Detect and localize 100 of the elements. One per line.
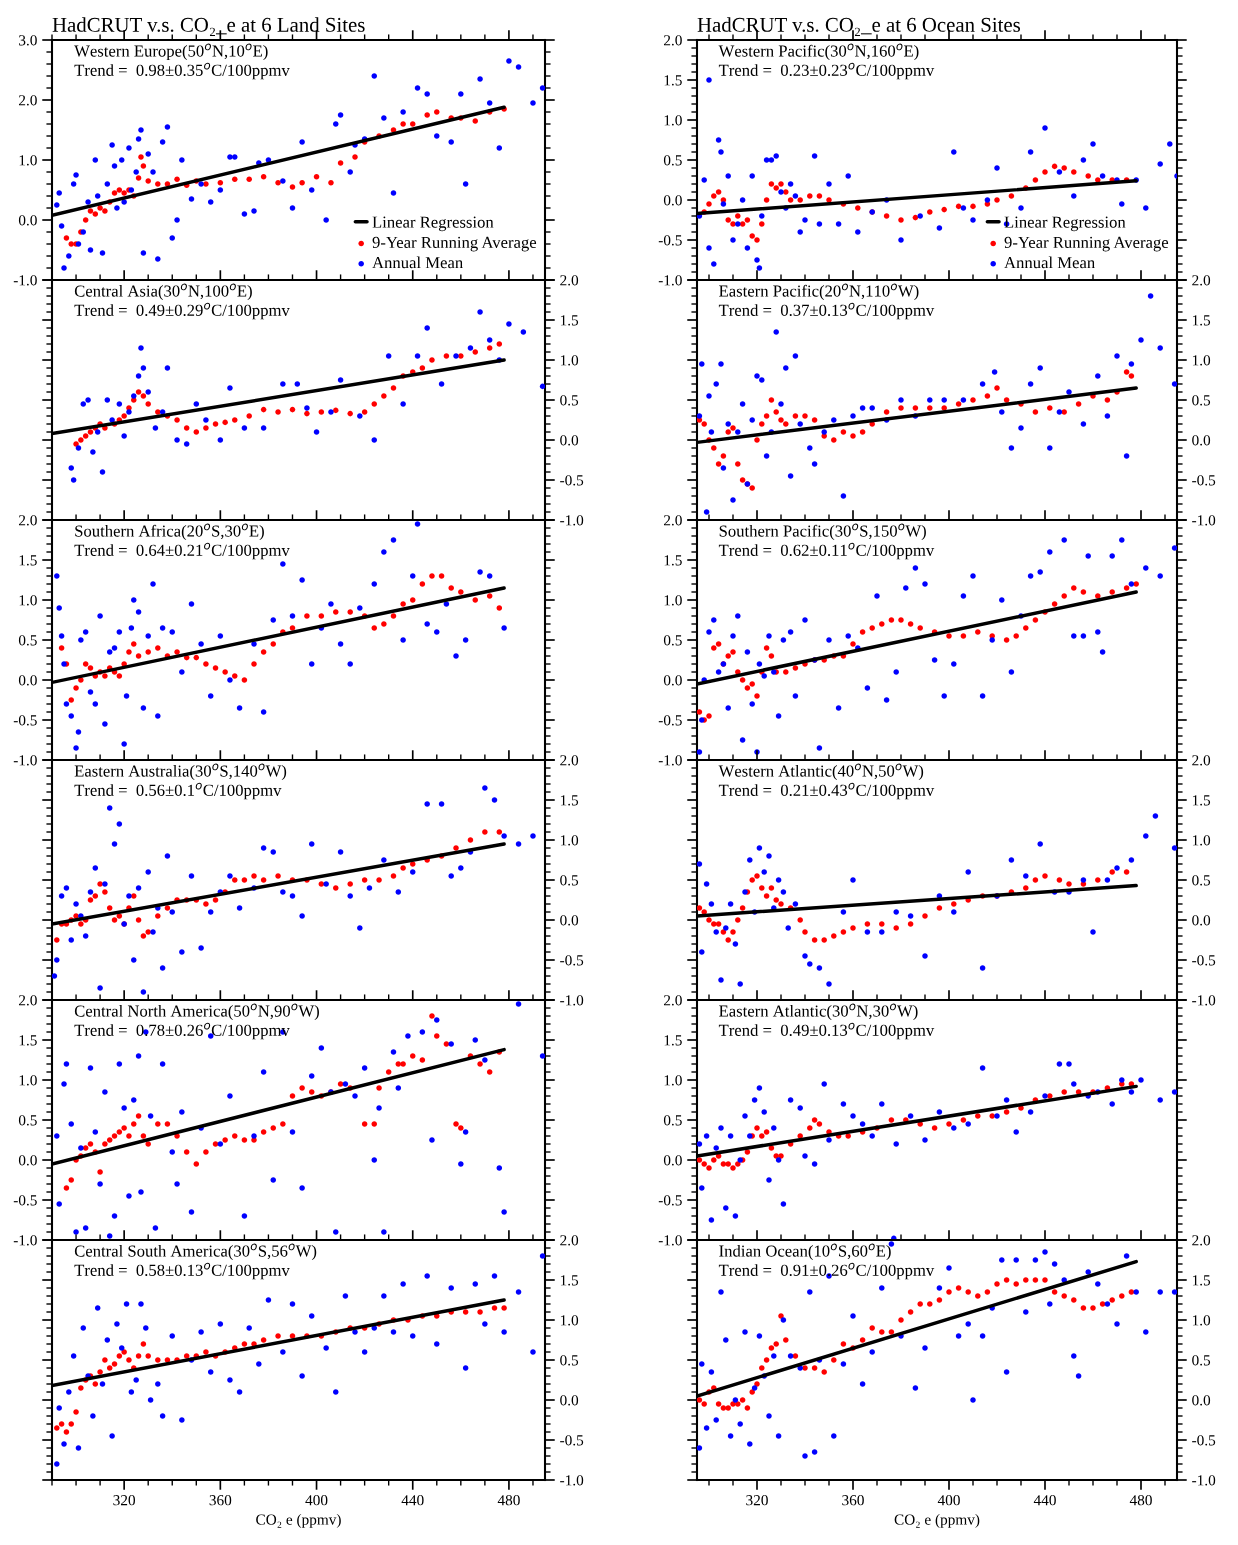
annotation: Eastern Atlantic(30$^{o}$N,30$^{o}$W) bbox=[719, 1003, 918, 1021]
x-tick-label: 400 bbox=[937, 1495, 960, 1506]
y-tick-label: -0.5 bbox=[658, 715, 682, 726]
x-tick-label: 440 bbox=[1033, 1495, 1056, 1506]
x-tick-label: 320 bbox=[113, 1495, 136, 1506]
y-tick-label: 0.0 bbox=[1192, 435, 1211, 446]
y-tick-label: -0.5 bbox=[1192, 955, 1216, 966]
chart-title: HadCRUT v.s. CO₂_e at 6 Ocean Sites bbox=[697, 17, 1021, 36]
y-tick-label: 1.0 bbox=[560, 835, 579, 846]
y-tick-label: 3.0 bbox=[19, 35, 37, 46]
y-tick-label: 0.0 bbox=[663, 1155, 682, 1166]
y-tick-label: 0.5 bbox=[1192, 395, 1211, 406]
y-tick-label: -1.0 bbox=[560, 995, 584, 1006]
y-tick-label: 1.0 bbox=[19, 595, 37, 606]
y-tick-label: -0.5 bbox=[13, 715, 37, 726]
y-tick-label: 2.0 bbox=[18, 515, 37, 526]
y-tick-label: 1.5 bbox=[664, 75, 682, 86]
y-tick-label: -1.0 bbox=[13, 1235, 37, 1246]
annotation: Southern Africa(20$^{o}$S,30$^{o}$E) bbox=[75, 523, 264, 541]
y-tick-label: 2.0 bbox=[18, 95, 37, 106]
y-tick-label: -0.5 bbox=[658, 235, 682, 246]
y-tick-label: 1.5 bbox=[19, 555, 37, 566]
y-tick-label: 1.0 bbox=[19, 1075, 37, 1086]
y-tick-label: 2.0 bbox=[1192, 275, 1211, 286]
y-tick-label: 0.0 bbox=[663, 195, 682, 206]
y-tick-label: 0.5 bbox=[560, 395, 579, 406]
y-tick-label: 0.5 bbox=[18, 1115, 37, 1126]
annotation: Trend = 0.49±0.13$^{o}$C/100ppmv bbox=[718, 1022, 935, 1040]
y-tick-label: 1.5 bbox=[1192, 795, 1211, 806]
y-tick-label: 0.5 bbox=[18, 635, 37, 646]
x-tick-label: 360 bbox=[209, 1495, 232, 1506]
y-tick-label: 1.5 bbox=[664, 1035, 682, 1046]
y-tick-label: 0.5 bbox=[663, 155, 682, 166]
y-tick-label: 0.0 bbox=[18, 1155, 37, 1166]
annotation: Trend = 0.23±0.23$^{o}$C/100ppmv bbox=[718, 62, 935, 80]
x-tick-label: 320 bbox=[746, 1495, 768, 1506]
y-tick-label: -1.0 bbox=[13, 755, 37, 766]
y-tick-label: 2.0 bbox=[663, 995, 682, 1006]
y-tick-label: -1.0 bbox=[658, 1235, 682, 1246]
legend-label: Annual Mean bbox=[1004, 256, 1095, 269]
y-tick-label: 1.0 bbox=[1192, 355, 1211, 366]
legend-label: 9-Year Running Average bbox=[1004, 236, 1169, 252]
y-tick-label: 2.0 bbox=[663, 515, 682, 526]
y-tick-label: 2.0 bbox=[560, 1235, 579, 1246]
y-tick-label: -1.0 bbox=[1192, 515, 1216, 526]
y-tick-label: 1.0 bbox=[560, 355, 579, 366]
y-tick-label: -0.5 bbox=[1192, 475, 1216, 486]
y-tick-label: 1.5 bbox=[664, 555, 682, 566]
annotation: Trend = 0.56±0.1$^{o}$C/100ppmv bbox=[74, 782, 282, 800]
annotation: Central South America(30$^{o}$S,56$^{o}$W) bbox=[74, 1243, 317, 1261]
legend-label: Linear Regression bbox=[372, 216, 494, 232]
y-tick-label: 1.0 bbox=[664, 115, 682, 126]
y-tick-label: 0.0 bbox=[560, 1395, 579, 1406]
annotation: Western Pacific(30$^{o}$N,160$^{o}$E) bbox=[718, 43, 919, 61]
annotation: Eastern Pacific(20$^{o}$N,110$^{o}$W) bbox=[719, 283, 919, 301]
y-tick-label: 1.5 bbox=[19, 1035, 37, 1046]
annotation: Trend = 0.91±0.26$^{o}$C/100ppmv bbox=[718, 1262, 935, 1280]
y-tick-label: -0.5 bbox=[560, 1435, 584, 1446]
annotation: Trend = 0.49±0.29$^{o}$C/100ppmv bbox=[74, 302, 290, 320]
y-tick-label: 2.0 bbox=[560, 755, 579, 766]
y-tick-label: 0.5 bbox=[560, 875, 579, 886]
y-tick-label: 0.0 bbox=[18, 675, 37, 686]
y-tick-label: 1.0 bbox=[19, 155, 37, 166]
x-tick-label: 480 bbox=[497, 1495, 520, 1506]
y-tick-label: -1.0 bbox=[658, 275, 682, 286]
y-tick-label: 0.5 bbox=[663, 1115, 682, 1126]
chart-title: HadCRUT v.s. CO₂_e at 6 Land Sites bbox=[52, 17, 365, 36]
legend-label: Linear Regression bbox=[1004, 216, 1126, 232]
y-tick-label: 2.0 bbox=[663, 35, 682, 46]
annotation: Trend = 0.62±0.11$^{o}$C/100ppmv bbox=[718, 542, 935, 560]
y-tick-label: -0.5 bbox=[1192, 1435, 1216, 1446]
y-tick-label: -1.0 bbox=[13, 275, 37, 286]
y-tick-label: 0.5 bbox=[560, 1355, 579, 1366]
y-tick-label: 0.0 bbox=[1192, 915, 1211, 926]
y-tick-label: -1.0 bbox=[1192, 1475, 1216, 1486]
y-tick-label: -1.0 bbox=[1192, 995, 1216, 1006]
legend-label: 9-Year Running Average bbox=[372, 236, 537, 252]
y-tick-label: 2.0 bbox=[560, 275, 579, 286]
y-tick-label: 1.5 bbox=[560, 315, 579, 326]
y-tick-label: 0.5 bbox=[1192, 1355, 1211, 1366]
y-tick-label: 1.0 bbox=[664, 1075, 682, 1086]
annotation: Trend = 0.98±0.35$^{o}$C/100ppmv bbox=[74, 62, 290, 80]
y-tick-label: 1.5 bbox=[1192, 1275, 1211, 1286]
x-tick-label: 440 bbox=[401, 1495, 424, 1506]
y-tick-label: 2.0 bbox=[1192, 755, 1211, 766]
annotation: Trend = 0.64±0.21$^{o}$C/100ppmv bbox=[74, 542, 290, 560]
annotation: Trend = 0.37±0.13$^{o}$C/100ppmv bbox=[718, 302, 935, 320]
annotation: Indian Ocean(10$^{o}$S,60$^{o}$E) bbox=[719, 1243, 891, 1261]
y-tick-label: 1.0 bbox=[664, 595, 682, 606]
y-tick-label: 1.0 bbox=[1192, 1315, 1211, 1326]
y-tick-label: -1.0 bbox=[658, 755, 682, 766]
x-axis-title: CO₂ e (ppmv) bbox=[256, 1513, 341, 1528]
annotation: Central North America(50$^{o}$N,90$^{o}$W) bbox=[74, 1003, 319, 1021]
y-tick-label: 1.0 bbox=[560, 1315, 579, 1326]
y-tick-label: 1.5 bbox=[1192, 315, 1211, 326]
y-tick-label: -0.5 bbox=[13, 1195, 37, 1206]
x-tick-label: 480 bbox=[1129, 1495, 1152, 1506]
annotation: Western Atlantic(40$^{o}$N,50$^{o}$W) bbox=[718, 763, 924, 781]
y-tick-label: 0.0 bbox=[560, 435, 579, 446]
y-tick-label: 0.5 bbox=[663, 635, 682, 646]
